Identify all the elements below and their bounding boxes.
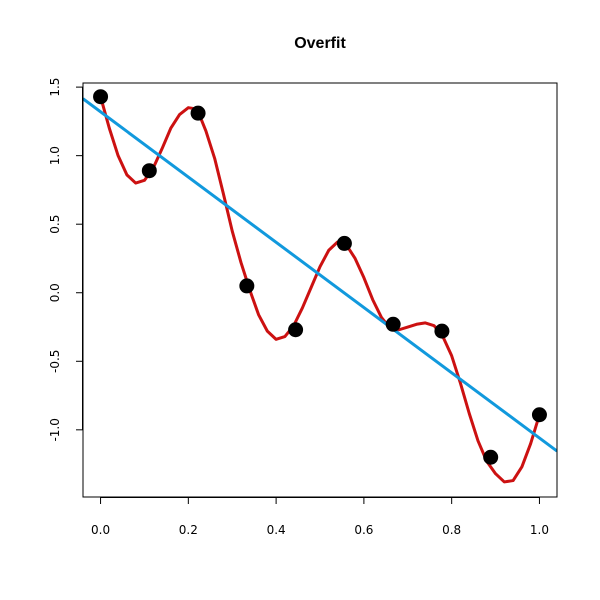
y-tick-label: -0.5 [48,350,62,373]
y-tick-label: -1.0 [48,418,62,441]
y-tick-label: 0.0 [48,283,62,302]
data-point [190,105,206,121]
data-point [239,278,255,294]
data-point [385,316,401,332]
x-tick-label: 1.0 [530,523,549,537]
x-tick-label: 0.8 [442,523,461,537]
data-point [141,163,157,179]
chart-title: Overfit [294,35,346,52]
x-axis: 0.0 0.2 0.4 0.6 0.8 1.0 [91,497,549,537]
y-axis: -1.0 -0.5 0.0 0.5 1.0 1.5 [48,78,83,442]
x-tick-label: 0.0 [91,523,110,537]
data-point [336,235,352,251]
plot-frame [82,82,558,498]
plot-area [83,89,557,484]
data-point [531,407,547,423]
data-point [288,322,304,338]
x-tick-label: 0.4 [267,523,286,537]
data-point [483,449,499,465]
data-point [93,89,109,105]
y-tick-label: 1.0 [48,146,62,165]
y-tick-label: 0.5 [48,215,62,234]
x-tick-label: 0.2 [179,523,198,537]
data-point [434,323,450,339]
linear-fit-line [83,97,557,453]
x-tick-label: 0.6 [354,523,373,537]
y-tick-label: 1.5 [48,78,62,97]
overfit-curve [99,95,541,484]
